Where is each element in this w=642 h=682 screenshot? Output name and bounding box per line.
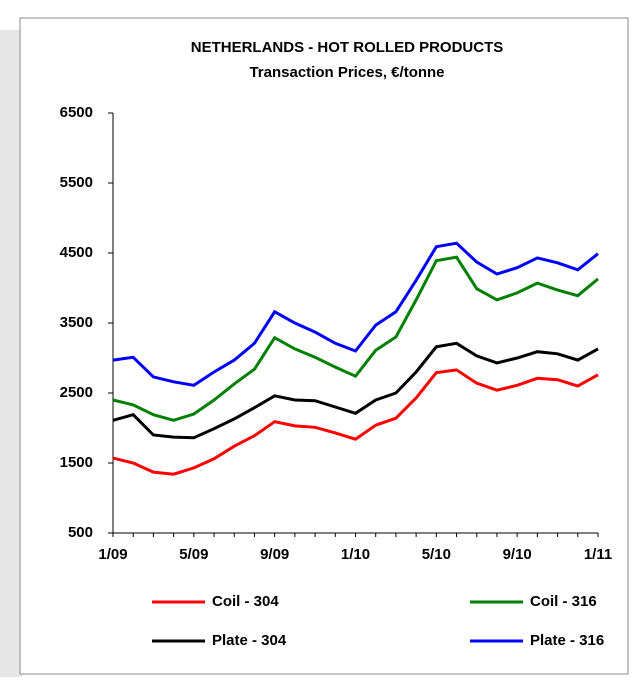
chart-title: NETHERLANDS - HOT ROLLED PRODUCTS [191, 39, 504, 56]
x-tick-label: 5/10 [422, 546, 451, 563]
y-tick-label: 3500 [60, 314, 93, 331]
legend-label: Coil - 304 [212, 593, 279, 610]
series-line [112, 255, 599, 422]
y-tick-label: 2500 [60, 384, 93, 401]
series-line [112, 368, 599, 476]
y-tick-label: 5500 [60, 174, 93, 191]
y-tick-label: 4500 [60, 244, 93, 261]
x-tick-label: 1/09 [98, 546, 127, 563]
y-tick-label: 1500 [60, 454, 93, 471]
x-tick-label: 5/09 [179, 546, 208, 563]
side-shade [0, 30, 22, 677]
x-tick-label: 9/10 [503, 546, 532, 563]
legend-label: Plate - 304 [212, 632, 287, 649]
series-line [112, 241, 599, 387]
x-tick-label: 9/09 [260, 546, 289, 563]
legend-label: Plate - 316 [530, 632, 604, 649]
x-tick-label: 1/10 [341, 546, 370, 563]
series-line [112, 341, 599, 440]
x-tick-label: 1/11 [584, 546, 612, 563]
y-tick-label: 6500 [60, 104, 93, 121]
panel [19, 17, 629, 675]
legend-label: Coil - 316 [530, 593, 597, 610]
chart-subtitle: Transaction Prices, €/tonne [249, 64, 444, 81]
y-tick-label: 500 [68, 524, 93, 541]
